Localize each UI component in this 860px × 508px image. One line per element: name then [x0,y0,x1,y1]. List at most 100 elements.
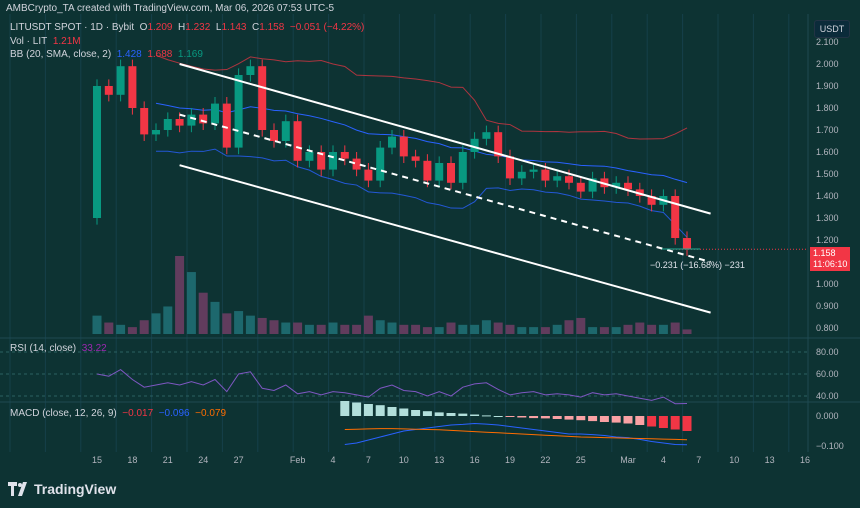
macd-histogram-bar [352,402,362,416]
macd-histogram-bar [623,416,633,424]
price-tick: 0.800 [816,323,839,333]
macd-histogram-bar [552,416,562,419]
candle-body [447,163,455,183]
candle-body [470,138,479,152]
macd-histogram-bar [670,416,680,430]
volume-bar [623,324,633,334]
macd-histogram-bar [458,413,468,416]
candle-body [281,121,290,141]
bb-label: BB (20, SMA, close, 2) [10,49,112,60]
candle-body [588,178,597,192]
signal-line [344,428,688,441]
bb-upper-band [155,54,688,140]
candle-body [576,182,585,192]
time-tick: 10 [729,455,739,465]
symbol-name: LITUSDT SPOT · 1D · Bybit [10,22,135,33]
symbol-legend[interactable]: LITUSDT SPOT · 1D · Bybit O1.209 H1.232 … [10,22,364,33]
candle-body [494,132,503,157]
volume-bar [647,324,657,334]
time-tick: 18 [127,455,137,465]
candle-body [246,66,255,75]
candle-body [553,176,562,181]
volume-bar [352,324,362,334]
candle-body [93,86,101,218]
price-tick: 1.400 [816,191,839,201]
rsi-legend[interactable]: RSI (14, close) 33.22 [10,343,107,354]
macd-signal-value: −0.096 [158,408,190,419]
volume-bar [293,322,303,334]
volume-bar [599,327,609,334]
price-tick: 1.200 [816,235,839,245]
candle-body [116,66,125,95]
macd-histogram-bar [658,416,668,428]
candle-body [671,196,680,239]
macd-histogram-bar [564,416,574,420]
macd-histogram-bar [411,410,421,416]
time-tick: 4 [661,455,666,465]
macd-legend[interactable]: MACD (close, 12, 26, 9) −0.017 −0.096 −0… [10,408,226,419]
macd-histogram-bar [529,416,539,419]
last-price: 1.158 [813,248,836,258]
candle-body [222,103,231,148]
volume-bar [399,324,409,334]
price-tick: 1.600 [816,147,839,157]
macd-histogram-bar [363,404,373,416]
time-tick: 13 [434,455,444,465]
macd-histogram-bar [481,415,491,417]
macd-histogram-bar [517,416,527,418]
candle-body [293,121,302,161]
macd-histogram-bar [635,416,645,425]
high-label: H [178,22,186,33]
candle-body [517,171,526,179]
volume-bar [611,327,621,334]
open-value: 1.209 [147,22,173,33]
price-tick: 1.900 [816,81,839,91]
macd-tick: 0.000 [816,411,839,421]
volume-bar [458,324,468,334]
rsi-tick: 80.00 [816,347,839,357]
channel-middle-line [179,113,711,263]
candle-body [506,156,514,179]
candle-body [329,152,337,170]
currency-button[interactable]: USDT [814,20,850,38]
macd-histogram-bar [340,401,350,416]
tradingview-logo[interactable]: TradingView [8,481,116,497]
time-tick: 16 [800,455,810,465]
volume-legend[interactable]: Vol · LIT 1.21M [10,36,81,47]
volume-bar [576,317,586,334]
tradingview-logo-icon [8,482,27,496]
volume-bar [186,272,196,334]
brand-name: TradingView [34,481,117,497]
rsi-tick: 60.00 [816,369,839,379]
price-tick: 0.900 [816,301,839,311]
candle-body [270,130,278,141]
candle-body [376,147,385,181]
volume-bar [552,324,562,334]
candle-body [624,182,632,190]
macd-tick: −0.100 [816,441,844,451]
volume-bar [175,256,185,334]
price-tick: 1.300 [816,213,839,223]
volume-bar [363,315,373,334]
bb-legend[interactable]: BB (20, SMA, close, 2) 1.428 1.688 1.169 [10,49,203,60]
volume-bar [540,327,550,334]
candle-body [163,119,172,130]
volume-bar [116,324,126,334]
macd-histogram-bar [446,413,456,416]
high-value: 1.232 [185,22,211,33]
price-tick: 2.000 [816,59,839,69]
candle-body [140,108,149,135]
macd-histogram-bar [422,411,432,416]
candle-body [234,75,243,148]
measure-label: −0.231 (−16.68%) −231 [650,260,745,270]
price-tick: 1.700 [816,125,839,135]
time-tick: 15 [92,455,102,465]
volume-bar [375,320,385,334]
macd-histogram-bar [505,416,515,417]
candle-body [529,169,538,172]
macd-histogram-bar [599,416,609,422]
volume-bar [470,324,480,334]
volume-bar [257,317,267,334]
candle-body [104,86,113,95]
